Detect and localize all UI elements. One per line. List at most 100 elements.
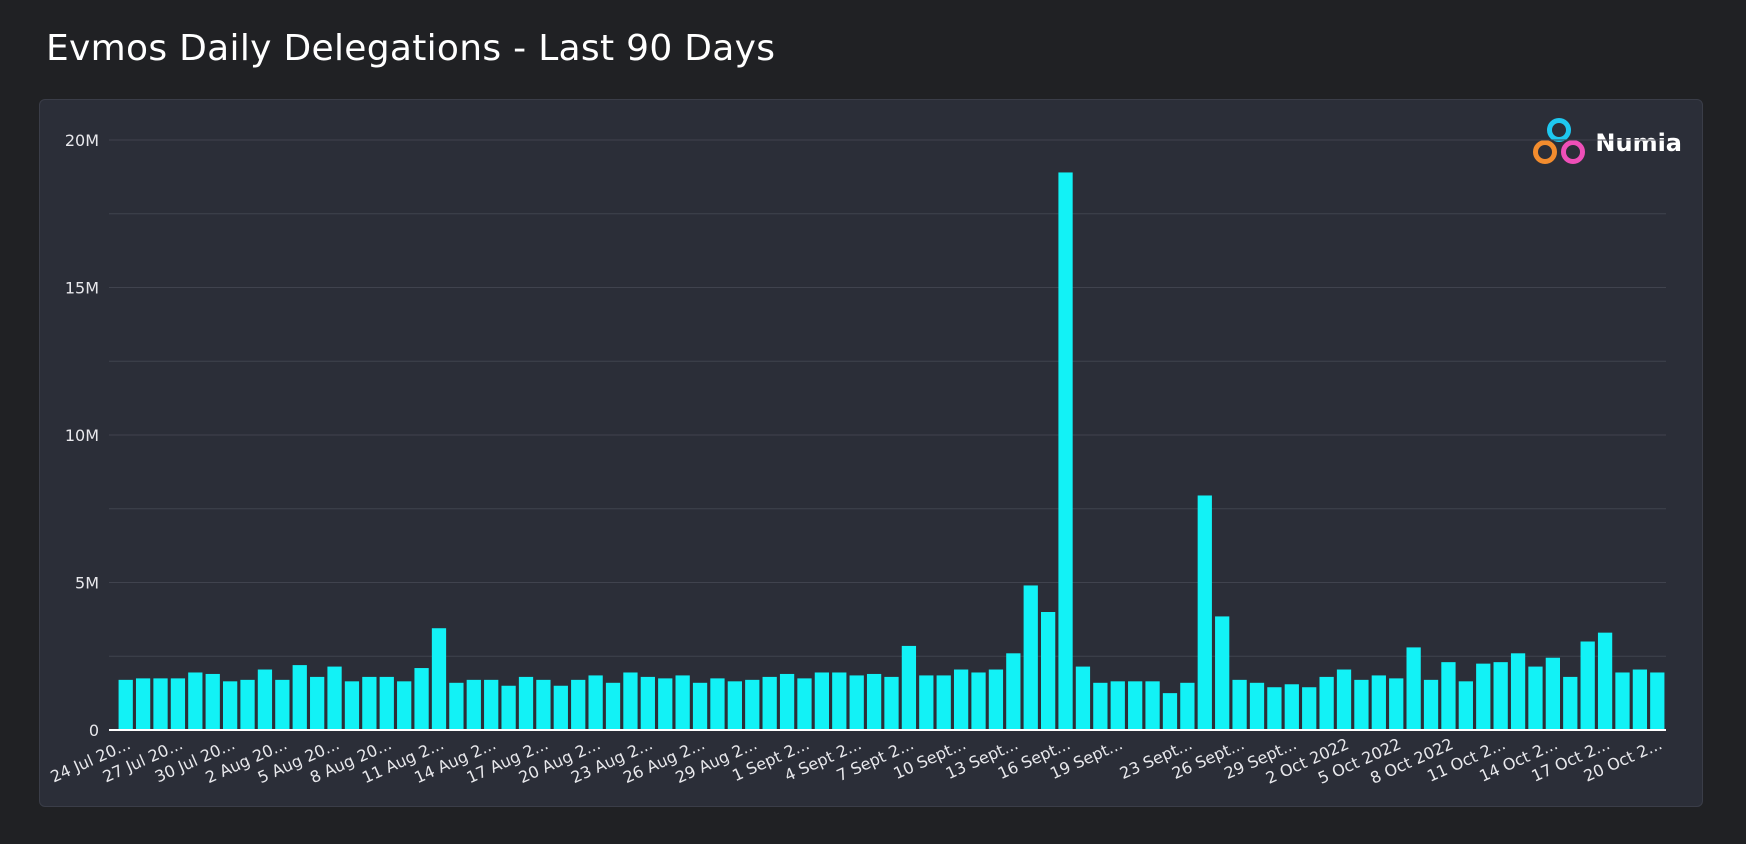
bar[interactable] <box>170 678 186 731</box>
bar[interactable] <box>327 666 342 730</box>
bar[interactable] <box>1267 687 1282 730</box>
bar[interactable] <box>1423 679 1439 730</box>
bar[interactable] <box>779 673 795 730</box>
bar[interactable] <box>1441 662 1456 730</box>
bar[interactable] <box>901 645 917 730</box>
bar[interactable] <box>866 673 882 730</box>
bar[interactable] <box>1128 681 1143 730</box>
bar[interactable] <box>275 679 290 730</box>
bar[interactable] <box>292 665 307 730</box>
bar[interactable] <box>814 672 830 730</box>
bar[interactable] <box>188 672 203 730</box>
bar[interactable] <box>1354 679 1369 730</box>
bar[interactable] <box>153 678 168 731</box>
bar[interactable] <box>1093 682 1108 730</box>
bar[interactable] <box>135 678 151 731</box>
bar[interactable] <box>675 675 690 730</box>
bar[interactable] <box>623 672 638 730</box>
x-axis-ticks: 24 Jul 20...27 Jul 20...30 Jul 20...2 Au… <box>48 734 1665 787</box>
bar[interactable] <box>692 682 708 730</box>
bar[interactable] <box>1493 662 1508 730</box>
bar[interactable] <box>501 685 516 730</box>
bar[interactable] <box>1319 676 1334 730</box>
bar[interactable] <box>118 679 133 730</box>
bar[interactable] <box>431 628 447 730</box>
bar[interactable] <box>884 676 899 730</box>
bar[interactable] <box>1597 632 1613 730</box>
bar[interactable] <box>849 675 864 730</box>
bar[interactable] <box>518 676 534 730</box>
bar[interactable] <box>222 681 238 730</box>
bar[interactable] <box>588 675 603 730</box>
bar[interactable] <box>1650 672 1665 730</box>
bar[interactable] <box>1528 666 1543 730</box>
bar[interactable] <box>1006 653 1021 730</box>
bar[interactable] <box>379 676 394 730</box>
bar[interactable] <box>1510 653 1526 730</box>
bar[interactable] <box>257 669 273 730</box>
bar[interactable] <box>953 669 969 730</box>
bar[interactable] <box>1215 616 1230 730</box>
bar[interactable] <box>971 672 986 730</box>
bar[interactable] <box>1458 681 1473 730</box>
y-tick-label: 5M <box>75 574 99 593</box>
bar[interactable] <box>727 681 742 730</box>
bar[interactable] <box>1075 666 1091 730</box>
bar[interactable] <box>1145 681 1160 730</box>
bar[interactable] <box>310 676 325 730</box>
bar[interactable] <box>745 679 760 730</box>
bar[interactable] <box>605 682 621 730</box>
bar[interactable] <box>466 679 481 730</box>
brand-name: Numia <box>1595 129 1682 157</box>
bar[interactable] <box>449 682 464 730</box>
bar[interactable] <box>1336 669 1352 730</box>
bar[interactable] <box>1284 684 1299 730</box>
bar[interactable] <box>414 668 429 730</box>
bar[interactable] <box>1476 663 1491 731</box>
bar[interactable] <box>484 679 499 730</box>
bar[interactable] <box>536 679 551 730</box>
bar[interactable] <box>1545 657 1560 730</box>
y-axis-ticks: 0 5M 10M 15M 20M <box>65 131 99 740</box>
bar[interactable] <box>658 678 673 731</box>
bar[interactable] <box>936 675 951 730</box>
bar[interactable] <box>1162 693 1178 731</box>
bar[interactable] <box>1615 672 1630 730</box>
bar[interactable] <box>1232 679 1247 730</box>
bar[interactable] <box>1023 585 1038 730</box>
bar[interactable] <box>1371 675 1386 730</box>
brand-logo: Numia <box>1531 116 1682 170</box>
bar[interactable] <box>1058 172 1073 730</box>
bar[interactable] <box>571 679 586 730</box>
bar[interactable] <box>1180 682 1195 730</box>
bar[interactable] <box>1041 612 1056 730</box>
bar[interactable] <box>1197 495 1212 730</box>
bar[interactable] <box>240 679 255 730</box>
bar[interactable] <box>553 685 568 730</box>
bars <box>118 172 1665 731</box>
bar[interactable] <box>797 678 812 731</box>
y-tick-label: 0 <box>89 721 99 740</box>
chart-title: Evmos Daily Delegations - Last 90 Days <box>46 28 776 69</box>
bar[interactable] <box>1110 681 1125 730</box>
bar[interactable] <box>344 681 360 730</box>
y-tick-label: 15M <box>65 279 99 298</box>
bar[interactable] <box>762 676 777 730</box>
y-tick-label: 10M <box>65 426 99 445</box>
bar[interactable] <box>1632 669 1648 730</box>
bar[interactable] <box>1406 647 1421 730</box>
bar[interactable] <box>710 678 725 731</box>
bar[interactable] <box>919 675 934 730</box>
bar[interactable] <box>832 672 847 730</box>
y-tick-label: 20M <box>65 131 99 150</box>
bar[interactable] <box>1249 682 1265 730</box>
bar[interactable] <box>1580 641 1595 731</box>
bar[interactable] <box>397 681 412 730</box>
bar[interactable] <box>1389 678 1404 731</box>
bar[interactable] <box>988 669 1004 730</box>
bar[interactable] <box>1302 687 1317 730</box>
bar[interactable] <box>640 676 655 730</box>
bar[interactable] <box>205 673 220 730</box>
bar[interactable] <box>1563 676 1578 730</box>
bar[interactable] <box>362 676 377 730</box>
